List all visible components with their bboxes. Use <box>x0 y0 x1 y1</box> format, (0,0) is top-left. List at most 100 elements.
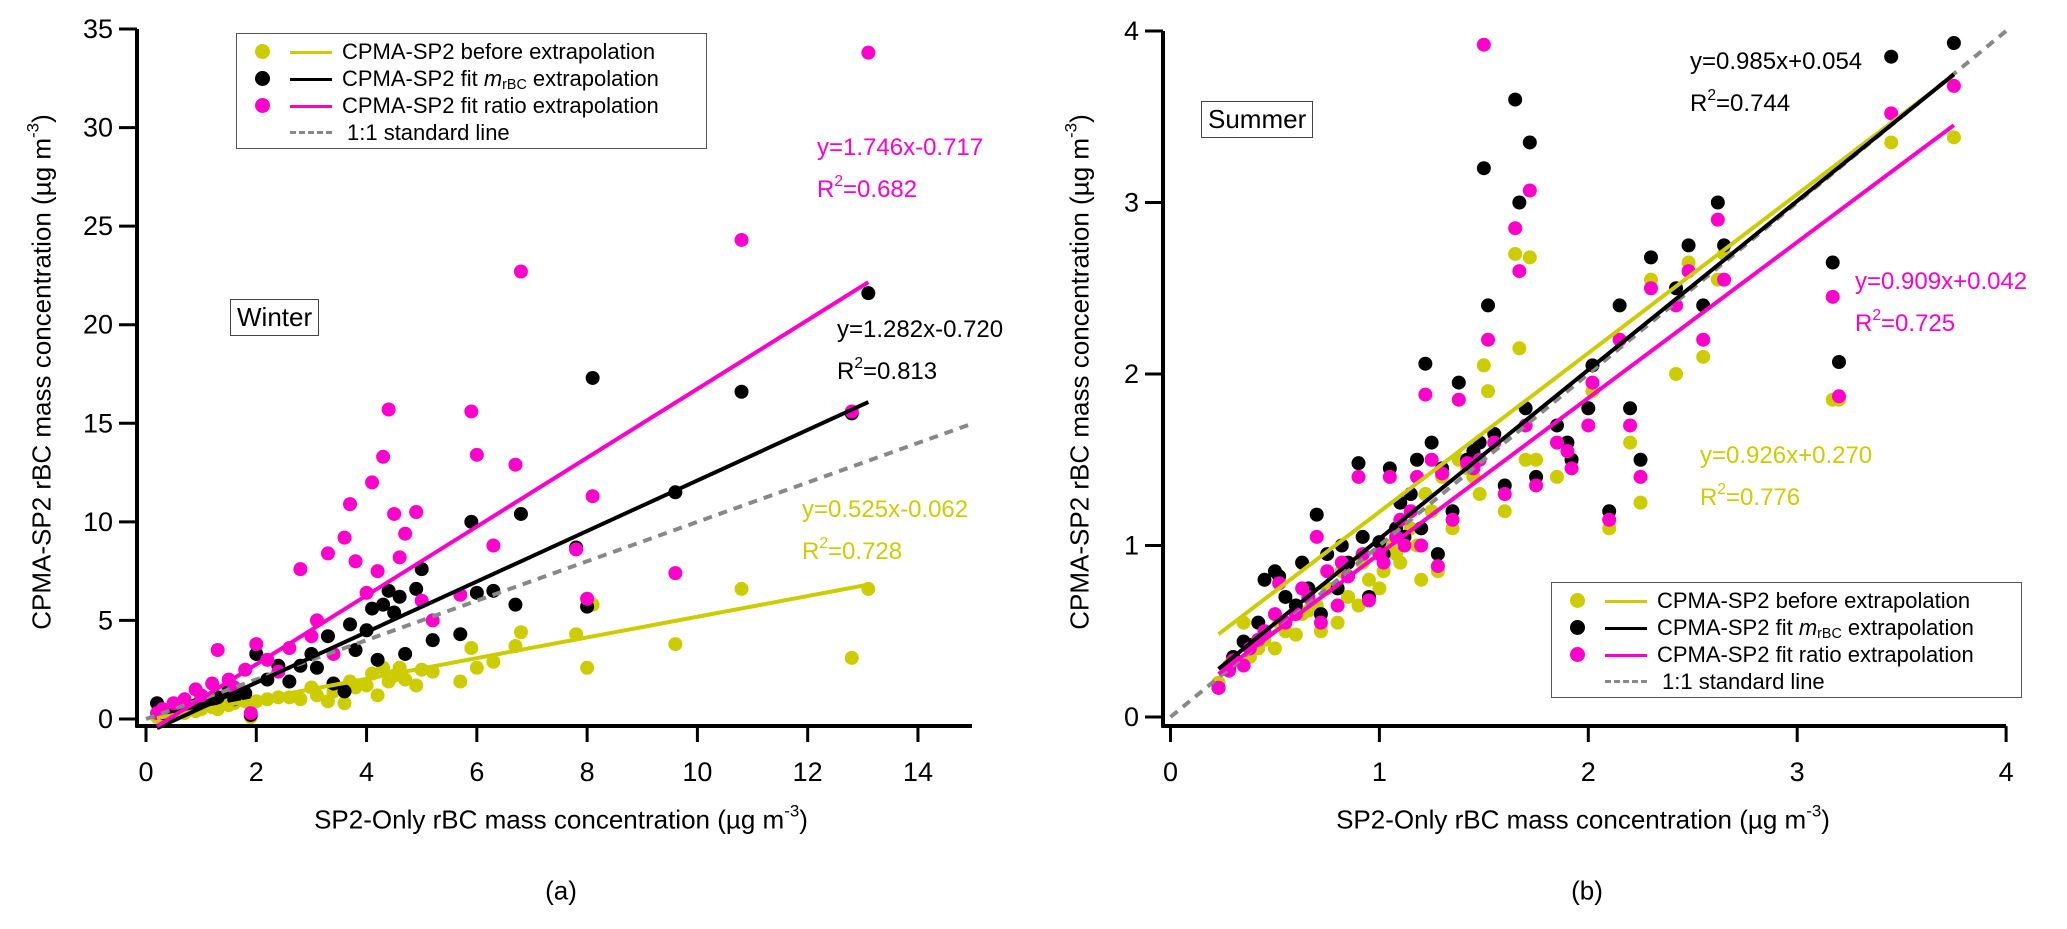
data-point-ratio <box>1633 469 1648 484</box>
data-point-ratio <box>398 526 413 541</box>
data-point-ratio <box>1549 435 1564 450</box>
x-tick-label: 10 <box>682 757 712 787</box>
data-point-mrbc <box>337 684 352 699</box>
data-point-mrbc <box>1278 589 1293 604</box>
data-point-mrbc <box>1508 92 1523 107</box>
y-tick-label: 1 <box>1124 531 1139 561</box>
data-point-mrbc <box>1623 401 1638 416</box>
data-point-before <box>668 637 683 652</box>
data-point-mrbc <box>398 646 413 661</box>
data-point-before <box>1351 598 1366 613</box>
data-point-before <box>1267 641 1282 656</box>
data-point-before <box>513 625 528 640</box>
data-point-ratio <box>205 676 220 691</box>
data-point-ratio <box>464 404 479 419</box>
legend-label-before: CPMA-SP2 before extrapolation <box>1657 588 1971 613</box>
data-point-mrbc <box>348 643 363 658</box>
fit-r2: R2=0.725 <box>1855 308 2027 338</box>
fit-r2: R2=0.744 <box>1690 88 1862 118</box>
data-point-before <box>1522 250 1537 265</box>
data-point-mrbc <box>370 652 385 667</box>
x-axis-title-summer: SP2-Only rBC mass concentration (µg m-3) <box>1336 803 1830 836</box>
data-point-before <box>1288 627 1303 642</box>
data-point-mrbc <box>376 597 391 612</box>
data-point-ratio <box>1361 593 1376 608</box>
data-point-mrbc <box>1681 238 1696 253</box>
data-point-mrbc <box>1512 195 1527 210</box>
data-point-ratio <box>513 264 528 279</box>
y-title-close: ) <box>26 114 57 123</box>
data-point-before <box>734 581 749 596</box>
legend-label-mrbc-suffix: extrapolation <box>526 66 659 91</box>
legend-marker-before <box>1570 593 1585 608</box>
x-title-close: ) <box>1821 804 1830 835</box>
data-point-mrbc <box>1643 250 1658 265</box>
legend-marker-mrbc <box>1570 620 1585 635</box>
legend-item-mrbc: CPMA-SP2 fit mrBC extrapolation <box>237 66 706 92</box>
legend-line-before <box>290 51 332 54</box>
data-point-ratio <box>1643 281 1658 296</box>
data-point-mrbc <box>365 601 380 616</box>
data-point-ratio <box>1435 466 1450 481</box>
legend-label-mrbc-italic: m <box>1798 615 1818 640</box>
data-point-mrbc <box>1710 195 1725 210</box>
legend-label-mrbc-sub: rBC <box>1817 625 1842 642</box>
x-tick-label: 6 <box>469 757 484 787</box>
legend-item-mrbc: CPMA-SP2 fit mrBC extrapolation <box>1552 615 2021 641</box>
data-point-mrbc <box>1946 36 1961 51</box>
data-point-ratio <box>1522 183 1537 198</box>
data-point-ratio <box>1397 538 1412 553</box>
legend-winter: CPMA-SP2 before extrapolation CPMA-SP2 f… <box>236 33 707 149</box>
data-point-mrbc <box>585 370 600 385</box>
fit-r2: R2=0.682 <box>817 174 983 204</box>
data-point-ratio <box>861 45 876 60</box>
data-point-before <box>409 678 424 693</box>
legend-line-ratio <box>290 105 332 108</box>
r2-base: R <box>1700 484 1718 511</box>
data-point-ratio <box>734 232 749 247</box>
data-point-before <box>464 641 479 656</box>
data-point-before <box>1884 135 1899 150</box>
legend-marker-ratio <box>1570 647 1585 662</box>
x-title-close: ) <box>799 804 808 835</box>
data-point-ratio <box>1424 452 1439 467</box>
data-point-ratio <box>1696 332 1711 347</box>
data-point-ratio <box>585 489 600 504</box>
data-point-before <box>1512 341 1527 356</box>
data-point-ratio <box>486 538 501 553</box>
y-tick-label: 35 <box>83 14 113 44</box>
data-point-before <box>1508 246 1523 261</box>
legend-line-ratio <box>1605 654 1647 657</box>
data-point-mrbc <box>309 660 324 675</box>
data-point-mrbc <box>1825 255 1840 270</box>
data-point-ratio <box>569 542 584 557</box>
data-point-ratio <box>293 562 308 577</box>
data-point-mrbc <box>320 629 335 644</box>
data-point-ratio <box>1564 461 1579 476</box>
r2-base: R <box>1690 90 1708 117</box>
data-point-before <box>453 674 468 689</box>
legend-label-ratio: CPMA-SP2 fit ratio extrapolation <box>342 93 659 118</box>
y-tick-label: 4 <box>1124 16 1139 46</box>
fit-annotation-ratio-summer: y=0.909x+0.042 R2=0.725 <box>1855 268 2027 338</box>
season-label-summer: Summer <box>1201 101 1314 138</box>
y-title-main: CPMA-SP2 rBC mass concentration (µg m <box>1064 137 1095 630</box>
legend-label-mrbc-prefix: CPMA-SP2 fit <box>1657 615 1799 640</box>
fit-equation: y=1.746x-0.717 <box>817 134 984 161</box>
r2-sup: 2 <box>854 355 864 373</box>
legend-label-one-to-one: 1:1 standard line <box>347 120 510 145</box>
data-point-ratio <box>1309 529 1324 544</box>
y-tick-label: 10 <box>83 507 113 537</box>
x-tick-label: 2 <box>1581 757 1596 787</box>
data-point-ratio <box>1476 37 1491 52</box>
data-point-ratio <box>381 402 396 417</box>
fit-equation: y=0.909x+0.042 <box>1855 268 2028 295</box>
data-point-ratio <box>343 497 358 512</box>
r2-base: R <box>1855 310 1873 337</box>
fit-annotation-ratio-winter: y=1.746x-0.717 R2=0.682 <box>817 134 983 204</box>
legend-item-before: CPMA-SP2 before extrapolation <box>1552 588 2021 614</box>
data-point-ratio <box>1267 607 1282 622</box>
data-point-mrbc <box>249 646 264 661</box>
data-point-ratio <box>1560 444 1575 459</box>
y-tick-label: 2 <box>1124 359 1139 389</box>
